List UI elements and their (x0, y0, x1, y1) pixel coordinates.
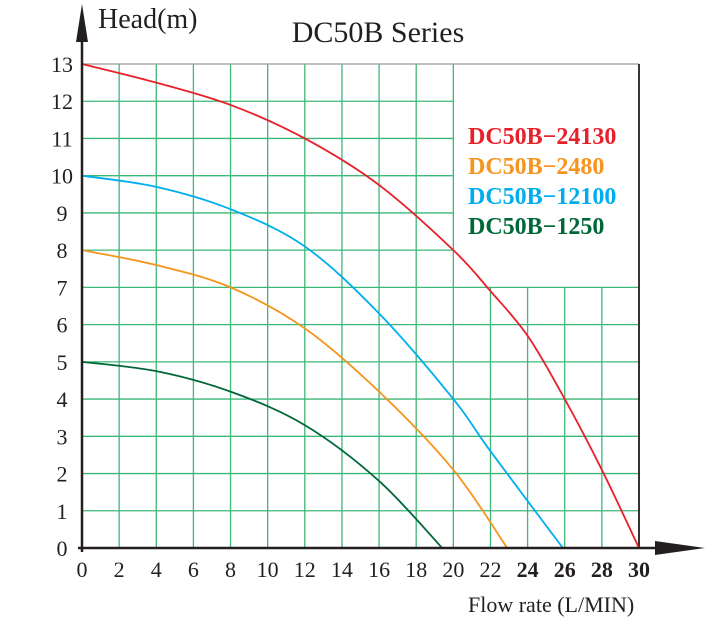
y-tick-label: 13 (51, 52, 73, 77)
axes (76, 4, 705, 555)
grid (82, 63, 640, 548)
series-line-dc50b-24130 (81, 63, 640, 549)
y-tick-label: 10 (51, 164, 73, 189)
series-line-dc50b-1250 (81, 360, 443, 549)
series-line-dc50b-2480 (81, 249, 508, 549)
y-tick-label: 7 (57, 275, 68, 300)
legend: DC50B−24130 DC50B−2480 DC50B−12100 DC50B−12… (468, 124, 616, 240)
y-tick-label: 2 (57, 462, 68, 487)
y-tick-label: 4 (57, 387, 68, 412)
x-tick-label: 6 (188, 557, 199, 582)
legend-entry: DC50B−24130 (468, 124, 616, 150)
x-tick-label: 2 (114, 557, 125, 582)
x-tick-label: 22 (479, 557, 501, 582)
x-tick-label: 28 (591, 557, 613, 582)
x-tick-label: 10 (257, 557, 279, 582)
x-tick-label: 20 (442, 557, 464, 582)
x-tick-label: 14 (331, 557, 353, 582)
y-tick-label: 11 (51, 126, 72, 151)
y-tick-label: 5 (57, 350, 68, 375)
y-axis-label: Head(m) (98, 4, 198, 35)
y-tick-label: 1 (57, 499, 68, 524)
x-tick-label: 8 (225, 557, 236, 582)
x-axis-arrow (655, 541, 705, 555)
x-tick-label: 30 (628, 557, 650, 582)
y-tick-label: 9 (57, 201, 68, 226)
curves (81, 63, 640, 549)
x-tick-label: 18 (405, 557, 427, 582)
x-tick-label: 0 (77, 557, 88, 582)
x-tick-label: 24 (517, 557, 539, 582)
legend-entry: DC50B−12100 (468, 184, 616, 210)
legend-entry: DC50B−1250 (468, 214, 604, 240)
y-axis-arrow (76, 4, 88, 42)
y-tick-label: 8 (57, 238, 68, 263)
legend-entry: DC50B−2480 (468, 154, 604, 180)
y-tick-label: 3 (57, 424, 68, 449)
chart-title: DC50B Series (292, 16, 465, 49)
x-tick-label: 16 (368, 557, 390, 582)
series-line-dc50b-12100 (81, 174, 564, 549)
y-tick-label: 12 (51, 89, 73, 114)
y-tick-label: 6 (57, 313, 68, 338)
x-tick-label: 12 (294, 557, 316, 582)
x-axis-label: Flow rate (L/MIN) (468, 592, 634, 617)
x-tick-label: 4 (151, 557, 162, 582)
x-tick-labels: 0 2 4 6 8 10 12 14 16 18 20 22 24 26 28 30 (77, 557, 651, 582)
y-tick-label: 0 (57, 536, 68, 561)
x-tick-label: 26 (554, 557, 576, 582)
